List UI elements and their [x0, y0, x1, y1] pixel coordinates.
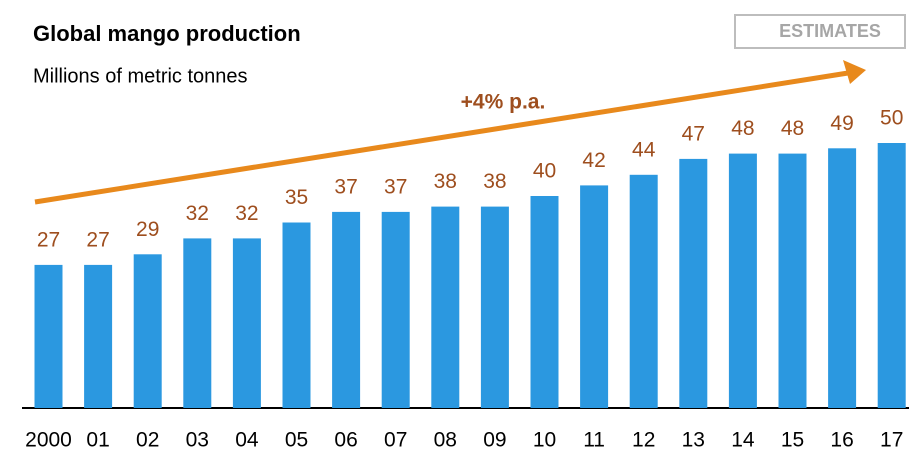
value-label: 32 — [235, 202, 258, 225]
chart-title: Global mango production — [33, 21, 301, 46]
bar — [629, 174, 658, 408]
value-label: 42 — [582, 149, 605, 172]
value-label: 38 — [434, 170, 457, 193]
value-label: 40 — [533, 160, 556, 183]
bar — [580, 185, 609, 408]
x-tick-label: 02 — [136, 429, 159, 452]
x-tick-label: 16 — [830, 429, 853, 452]
badge-text: ESTIMATES — [779, 21, 881, 41]
x-tick-label: 01 — [86, 429, 109, 452]
bar — [530, 196, 559, 408]
value-label: 38 — [483, 170, 506, 193]
value-label: 50 — [880, 107, 903, 130]
x-tick-label: 03 — [186, 429, 209, 452]
x-tick-label: 12 — [632, 429, 655, 452]
bar — [381, 211, 410, 408]
value-label: 48 — [731, 117, 754, 140]
value-label: 37 — [384, 175, 407, 198]
value-label: 47 — [682, 122, 705, 145]
value-label: 27 — [86, 228, 109, 251]
bar — [84, 264, 113, 408]
bar — [778, 153, 807, 408]
value-label: 27 — [37, 228, 60, 251]
bar — [877, 143, 906, 408]
x-tick-label: 17 — [880, 429, 903, 452]
value-label: 37 — [334, 175, 357, 198]
bar — [332, 211, 361, 408]
bar — [133, 254, 162, 408]
annotation: +4% p.a. — [461, 91, 546, 114]
chart-subtitle: Millions of metric tonnes — [33, 65, 248, 87]
bar — [679, 158, 708, 408]
x-tick-label: 07 — [384, 429, 407, 452]
trend-arrow — [34, 70, 849, 205]
value-label: 32 — [186, 202, 209, 225]
bar — [183, 238, 212, 408]
value-label: 49 — [830, 112, 853, 135]
badge-box — [734, 14, 906, 49]
x-tick-label: 10 — [533, 429, 556, 452]
x-tick-label: 13 — [682, 429, 705, 452]
bar — [728, 153, 757, 408]
x-tick-label: 14 — [731, 429, 755, 452]
value-label: 48 — [781, 117, 804, 140]
value-label: 44 — [632, 138, 656, 161]
x-tick-label: 09 — [483, 429, 506, 452]
bar — [480, 206, 509, 408]
x-tick-label: 2000 — [25, 429, 72, 452]
trend-arrowhead — [843, 60, 866, 84]
bar — [232, 238, 261, 408]
bar — [828, 148, 857, 409]
x-tick-label: 06 — [334, 429, 357, 452]
value-label: 29 — [136, 218, 159, 241]
x-tick-label: 05 — [285, 429, 308, 452]
bar — [431, 206, 460, 408]
bar — [282, 222, 311, 408]
x-tick-label: 15 — [781, 429, 804, 452]
x-tick-label: 08 — [434, 429, 457, 452]
x-tick-label: 11 — [583, 429, 605, 452]
x-tick-label: 04 — [235, 429, 259, 452]
value-label: 35 — [285, 186, 308, 209]
bar — [34, 264, 63, 408]
